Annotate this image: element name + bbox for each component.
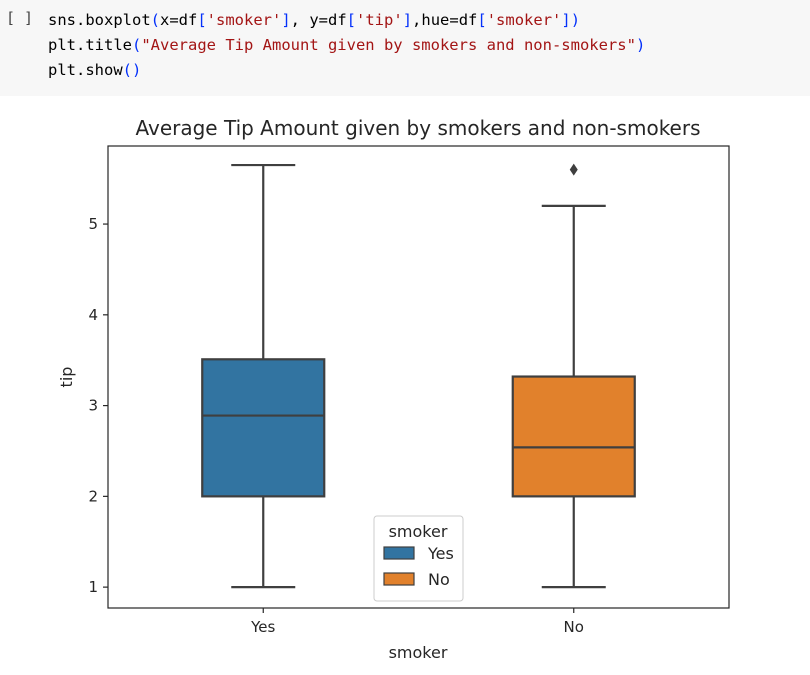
code-token: ] [561,11,571,29]
outlier-point [569,163,578,176]
code-token: 'tip' [356,11,403,29]
code-token: [ [197,11,207,29]
legend-entry: No [428,570,450,589]
legend-swatch [383,546,415,560]
code-editor[interactable]: sns.boxplot(x=df['smoker'], y=df['tip'],… [48,8,645,83]
code-token: "Average Tip Amount given by smokers and… [141,36,636,54]
legend: smoker Yes No [373,515,464,602]
x-tick-label: Yes [250,618,275,636]
y-tick-label: 3 [88,397,98,415]
box-iqr [511,375,636,498]
code-token: x=df [160,11,198,29]
code-token: 'smoker' [486,11,562,29]
code-token: [ [346,11,357,29]
y-tick-label: 1 [88,578,98,596]
code-token: ,hue=df [412,11,478,29]
y-tick-label: 5 [88,215,98,233]
cell-output: Average Tip Amount given by smokers and … [0,96,810,671]
code-token: 'smoker' [206,11,282,29]
boxplot-chart: Average Tip Amount given by smokers and … [57,116,730,662]
code-token: plt.show [48,61,123,79]
code-token: () [122,61,142,79]
legend-swatch [383,572,415,586]
code-token: sns.boxplot [48,11,151,29]
x-axis-label: smoker [389,643,448,662]
run-cell-button[interactable]: [ ] [6,9,34,27]
y-axis-label: tip [57,367,76,388]
code-token: ( [150,11,160,29]
code-token: ] [281,11,291,29]
x-tick-label: No [564,618,584,636]
box-iqr [201,358,326,498]
code-token: plt.title [48,36,132,54]
code-cell[interactable]: [ ] sns.boxplot(x=df['smoker'], y=df['ti… [0,0,810,96]
y-tick-label: 4 [88,306,98,324]
y-tick-label: 2 [88,487,98,505]
code-token: ) [570,11,581,29]
box-yes [201,163,326,589]
code-token: ] [402,11,413,29]
chart-title: Average Tip Amount given by smokers and … [135,116,700,140]
code-token: , y=df [290,11,347,29]
legend-entry: Yes [427,544,454,563]
code-token: ( [132,36,142,54]
code-token: ) [635,36,646,54]
legend-title: smoker [389,522,448,541]
code-token: [ [477,11,487,29]
box-no [511,163,636,589]
